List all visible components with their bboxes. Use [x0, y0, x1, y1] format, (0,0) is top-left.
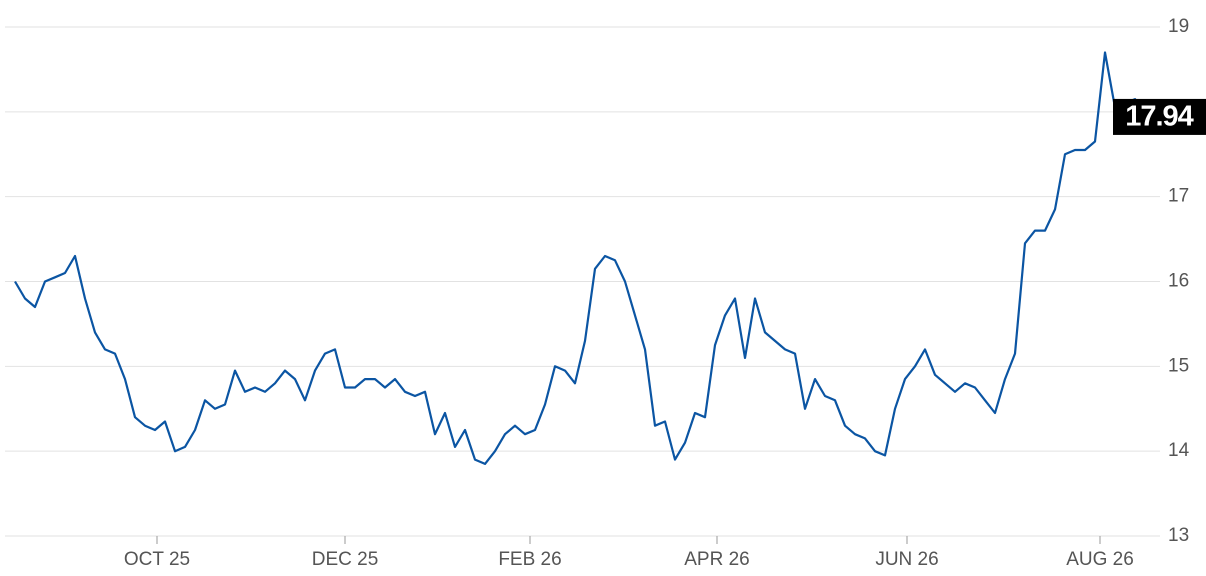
x-tick-label: AUG 26 [1066, 549, 1134, 570]
y-tick-label: 14 [1168, 440, 1190, 461]
x-tick-label: JUN 26 [875, 549, 938, 570]
x-tick-label: APR 26 [684, 549, 749, 570]
y-tick-label: 17 [1168, 186, 1189, 207]
last-value-label: 17.94 [1125, 101, 1193, 133]
x-tick-label: FEB 26 [498, 549, 561, 570]
y-tick-label: 13 [1168, 525, 1189, 546]
y-tick-label: 15 [1168, 355, 1189, 376]
y-tick-label: 16 [1168, 271, 1189, 292]
y-tick-label: 19 [1168, 16, 1189, 37]
price-line [14, 51, 1146, 465]
x-tick-label: OCT 25 [124, 549, 190, 570]
x-tick-label: DEC 25 [312, 549, 379, 570]
last-value-badge [1113, 98, 1206, 135]
